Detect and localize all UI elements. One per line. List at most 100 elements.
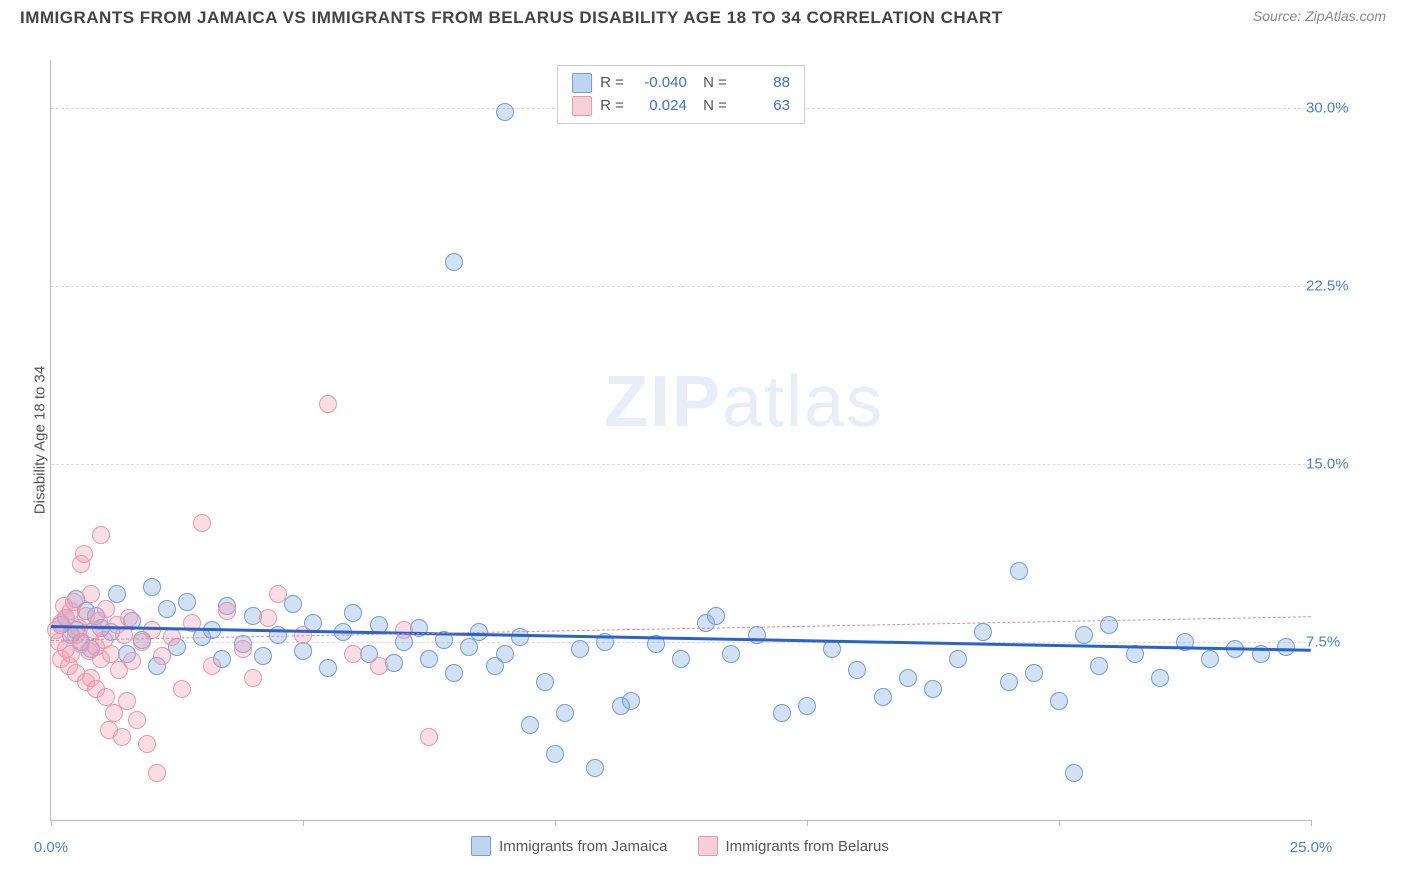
xtick-mark <box>1311 820 1312 826</box>
data-point <box>874 688 892 706</box>
correlation-row-b: R = 0.024 N = 63 <box>572 95 790 118</box>
data-point <box>75 545 93 563</box>
correlation-row-a: R = -0.040 N = 88 <box>572 72 790 95</box>
data-point <box>1277 638 1295 656</box>
ytick-label: 30.0% <box>1306 99 1361 116</box>
data-point <box>254 647 272 665</box>
data-point <box>420 650 438 668</box>
data-point <box>269 585 287 603</box>
data-point <box>1050 692 1068 710</box>
data-point <box>1075 626 1093 644</box>
chart-header: IMMIGRANTS FROM JAMAICA VS IMMIGRANTS FR… <box>0 0 1406 28</box>
data-point <box>1151 669 1169 687</box>
data-point <box>193 514 211 532</box>
data-point <box>445 253 463 271</box>
xtick-mark <box>555 820 556 826</box>
data-point <box>556 704 574 722</box>
swatch-a <box>572 73 592 93</box>
data-point <box>974 623 992 641</box>
corr-r-b: 0.024 <box>632 95 687 118</box>
xtick-mark <box>807 820 808 826</box>
gridline <box>51 286 1311 287</box>
watermark-bold: ZIP <box>604 362 722 442</box>
data-point <box>294 642 312 660</box>
ytick-label: 7.5% <box>1306 633 1361 650</box>
data-point <box>123 652 141 670</box>
chart-source: Source: ZipAtlas.com <box>1253 8 1386 24</box>
data-point <box>218 602 236 620</box>
data-point <box>344 645 362 663</box>
data-point <box>128 711 146 729</box>
data-point <box>97 688 115 706</box>
corr-n-b: 63 <box>735 95 790 118</box>
gridline <box>51 464 1311 465</box>
data-point <box>120 609 138 627</box>
data-point <box>284 595 302 613</box>
data-point <box>158 600 176 618</box>
data-point <box>848 661 866 679</box>
bottom-legend: Immigrants from Jamaica Immigrants from … <box>50 836 1310 856</box>
data-point <box>1000 673 1018 691</box>
data-point <box>178 593 196 611</box>
data-point <box>148 764 166 782</box>
chart-container: Disability Age 18 to 34 ZIPatlas R = -0.… <box>50 60 1360 820</box>
data-point <box>203 657 221 675</box>
data-point <box>1065 764 1083 782</box>
data-point <box>496 645 514 663</box>
data-point <box>420 728 438 746</box>
data-point <box>445 664 463 682</box>
legend-item-b: Immigrants from Belarus <box>698 836 889 856</box>
data-point <box>395 621 413 639</box>
data-point <box>571 640 589 658</box>
data-point <box>259 609 277 627</box>
ytick-label: 22.5% <box>1306 277 1361 294</box>
watermark-rest: atlas <box>722 362 884 442</box>
data-point <box>1090 657 1108 675</box>
data-point <box>102 645 120 663</box>
data-point <box>244 669 262 687</box>
data-point <box>82 585 100 603</box>
watermark: ZIPatlas <box>604 361 884 443</box>
data-point <box>113 728 131 746</box>
ytick-label: 15.0% <box>1306 455 1361 472</box>
correlation-legend: R = -0.040 N = 88 R = 0.024 N = 63 <box>557 65 805 124</box>
data-point <box>924 680 942 698</box>
data-point <box>496 103 514 121</box>
corr-n-a: 88 <box>735 72 790 95</box>
xtick-mark <box>51 820 52 826</box>
data-point <box>92 526 110 544</box>
swatch-b <box>572 96 592 116</box>
plot-area: ZIPatlas R = -0.040 N = 88 R = 0.024 N =… <box>50 60 1311 821</box>
legend-label-b: Immigrants from Belarus <box>726 838 889 855</box>
data-point <box>546 745 564 763</box>
data-point <box>344 604 362 622</box>
data-point <box>319 659 337 677</box>
data-point <box>798 697 816 715</box>
data-point <box>521 716 539 734</box>
data-point <box>173 680 191 698</box>
y-axis-label: Disability Age 18 to 34 <box>32 366 49 514</box>
data-point <box>949 650 967 668</box>
legend-item-a: Immigrants from Jamaica <box>471 836 667 856</box>
data-point <box>722 645 740 663</box>
data-point <box>97 600 115 618</box>
data-point <box>586 759 604 777</box>
legend-swatch-b <box>698 836 718 856</box>
data-point <box>622 692 640 710</box>
data-point <box>319 395 337 413</box>
data-point <box>234 640 252 658</box>
xtick-mark <box>303 820 304 826</box>
data-point <box>153 647 171 665</box>
data-point <box>143 578 161 596</box>
data-point <box>773 704 791 722</box>
legend-swatch-a <box>471 836 491 856</box>
corr-r-a: -0.040 <box>632 72 687 95</box>
data-point <box>672 650 690 668</box>
data-point <box>1025 664 1043 682</box>
data-point <box>1201 650 1219 668</box>
xtick-mark <box>1059 820 1060 826</box>
chart-title: IMMIGRANTS FROM JAMAICA VS IMMIGRANTS FR… <box>20 8 1003 28</box>
data-point <box>707 607 725 625</box>
data-point <box>1010 562 1028 580</box>
data-point <box>138 735 156 753</box>
